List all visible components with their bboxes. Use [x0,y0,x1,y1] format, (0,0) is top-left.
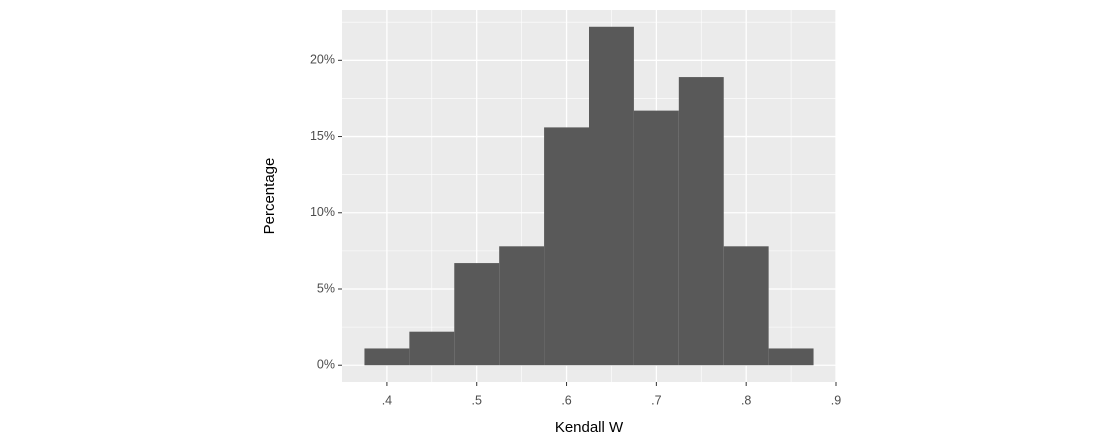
bars [364,26,814,366]
y-tick-label: 5% [317,281,335,295]
bar [544,127,589,366]
bar [499,246,545,366]
x-axis-title: Kendall W [555,419,624,436]
x-tick-label: .6 [561,393,571,407]
bar [409,331,455,366]
x-tick-label: .5 [472,393,482,407]
bar [364,348,410,366]
y-tick-label: 10% [310,205,335,219]
x-tick-label: .7 [651,393,661,407]
axes: 0% 5% 10% 15% 20% .4 .5 .6 .7 .8 .9 [310,53,841,408]
bar [768,348,814,366]
bar [589,26,634,366]
bar [633,110,679,366]
bar [678,77,724,366]
y-tick-label: 15% [310,129,335,143]
y-axis-title: Percentage [261,158,278,235]
y-tick-label: 0% [317,358,335,372]
x-tick-label: .9 [831,393,841,407]
bar [454,263,500,366]
y-tick-label: 20% [310,53,335,67]
bar [723,246,769,366]
x-tick-label: .4 [382,393,392,407]
x-tick-label: .8 [741,393,751,407]
